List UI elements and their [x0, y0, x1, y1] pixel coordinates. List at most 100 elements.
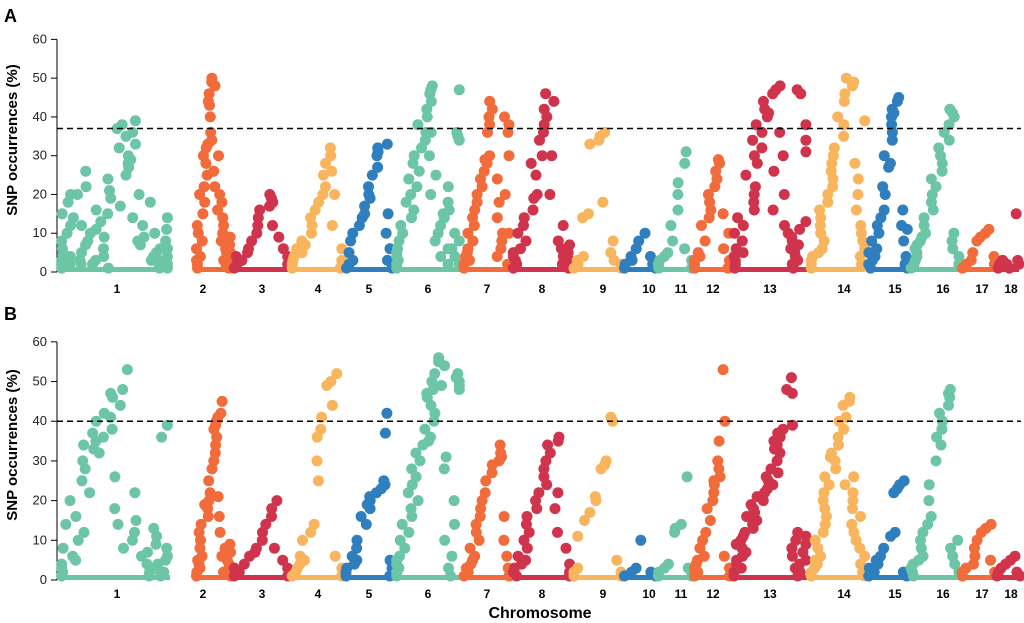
snp-point [77, 455, 89, 467]
snp-point [800, 216, 812, 228]
snp-point [934, 407, 945, 419]
snp-point [672, 189, 684, 200]
chromosome-12-baseline [695, 575, 729, 580]
snp-point [82, 235, 94, 247]
snp-point [84, 487, 96, 499]
snp-point [863, 562, 875, 574]
snp-point [800, 134, 812, 146]
chromosome-15-baseline [869, 267, 907, 272]
snp-point [67, 550, 79, 562]
snp-point [584, 138, 596, 150]
chromosome-label-2: 2 [200, 282, 207, 296]
chromosome-label-13: 13 [763, 587, 777, 601]
snp-point [944, 103, 956, 115]
snp-point [102, 208, 114, 220]
snp-point [498, 511, 510, 522]
snp-point [195, 518, 207, 530]
snp-point [826, 447, 837, 459]
snp-point [268, 542, 280, 554]
chromosome-7-points [458, 439, 515, 582]
snp-point [818, 487, 830, 499]
snp-point [70, 511, 82, 522]
chromosome-label-5: 5 [366, 587, 373, 601]
snp-point [947, 243, 959, 255]
snp-point [216, 395, 228, 407]
snp-point [936, 423, 948, 435]
chromosome-label-13: 13 [763, 282, 777, 296]
chromosome-7-baseline [464, 575, 509, 580]
snp-point [923, 479, 935, 491]
snp-point [840, 72, 852, 84]
snp-point [78, 439, 90, 451]
snp-point [848, 471, 860, 483]
snp-point [839, 88, 851, 100]
snp-point [406, 463, 418, 475]
snp-point [830, 463, 842, 475]
snp-point [117, 384, 129, 395]
snp-point [224, 538, 236, 550]
chromosome-14-points [805, 72, 871, 274]
chromosome-label-6: 6 [425, 587, 432, 601]
snp-point [540, 88, 552, 100]
y-tick-label: 30 [33, 148, 47, 163]
y-tick-label: 40 [33, 109, 47, 124]
chromosome-label-17: 17 [975, 282, 989, 296]
chromosome-8-points [507, 88, 576, 274]
snp-point [577, 251, 589, 262]
snp-point [546, 150, 558, 162]
snp-point [326, 399, 338, 411]
snp-point [695, 220, 707, 231]
snp-point [538, 471, 550, 483]
snp-point [582, 208, 594, 220]
snp-point [60, 518, 72, 530]
snp-point [847, 495, 859, 507]
snp-point [238, 558, 250, 570]
snp-point [884, 157, 896, 169]
chromosome-label-12: 12 [706, 587, 720, 601]
snp-point [680, 146, 692, 158]
snp-point [329, 550, 341, 562]
snp-point [194, 542, 206, 554]
snp-point [833, 439, 844, 451]
snp-point [800, 538, 812, 550]
snp-point [662, 558, 674, 570]
snp-point [944, 384, 956, 395]
chromosome-label-6: 6 [425, 282, 432, 296]
snp-point [90, 415, 102, 427]
snp-point [665, 220, 677, 231]
snp-point [931, 431, 943, 443]
snp-point [672, 204, 684, 216]
snp-point [78, 526, 90, 538]
snp-point [134, 239, 146, 251]
snp-point [800, 146, 812, 158]
chromosome-8-points [507, 431, 576, 582]
snp-point [662, 247, 674, 259]
chromosome-label-14: 14 [837, 587, 851, 601]
snp-point [191, 220, 203, 231]
snp-point [886, 119, 898, 131]
snp-point [230, 251, 242, 262]
snp-point [105, 387, 117, 399]
snp-point [1009, 550, 1021, 562]
snp-point [449, 518, 460, 530]
snp-point [544, 189, 556, 200]
snp-point [142, 546, 153, 558]
chromosome-label-9: 9 [600, 282, 607, 296]
chromosome-11-baseline [659, 575, 691, 580]
chromosome-2-points [191, 72, 236, 274]
y-tick-label: 20 [33, 186, 47, 201]
snp-point [161, 223, 173, 235]
chromosome-8-baseline [513, 267, 570, 272]
chromosome-label-17: 17 [975, 587, 989, 601]
snp-point [130, 515, 142, 526]
chromosome-5-baseline [346, 575, 392, 580]
snp-point [346, 550, 358, 562]
snp-point [897, 204, 909, 216]
chromosome-4-baseline [292, 575, 342, 580]
snp-point [747, 134, 759, 146]
snp-point [343, 247, 355, 259]
chromosome-14-points [805, 391, 871, 582]
chromosome-label-10: 10 [642, 282, 656, 296]
snp-point [918, 220, 930, 231]
